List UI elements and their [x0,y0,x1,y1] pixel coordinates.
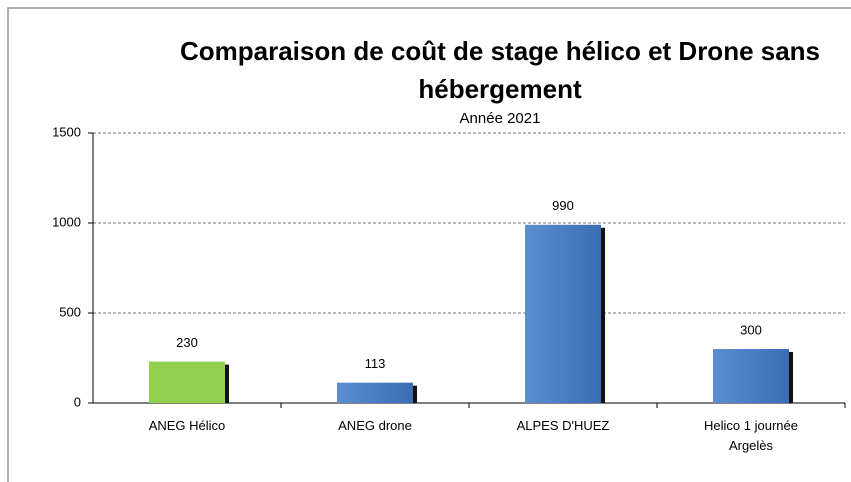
x-tick-label: ANEG drone [338,418,412,433]
x-tick-label: ANEG Hélico [148,418,226,433]
y-tick-label: 1000 [52,214,81,229]
x-tick-label: ALPES D'HUEZ [516,418,610,433]
y-tick-label: 1500 [52,124,81,139]
bar [149,361,225,403]
bar [713,349,789,403]
x-tick-label: Helico 1 journée Argelès [704,418,798,453]
chart-title: Comparaison de coût de stage hélico et D… [179,36,821,104]
value-label: 230 [176,335,198,350]
y-tick-label: 0 [74,394,81,409]
chart-border [7,7,851,482]
bar [525,224,601,403]
y-tick-label: 500 [59,304,81,319]
bar [337,382,413,403]
chart-subtitle: Année 2021 [459,110,541,127]
value-label: 990 [552,198,574,213]
value-label: 300 [740,322,762,337]
value-label: 113 [365,356,386,371]
